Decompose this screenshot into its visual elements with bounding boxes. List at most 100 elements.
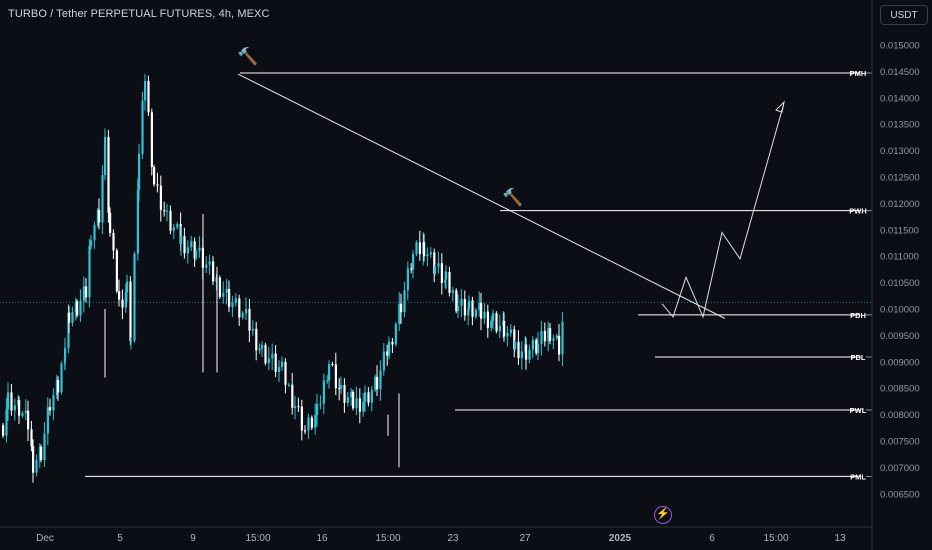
candle	[156, 172, 159, 193]
candle-body	[218, 277, 221, 297]
candle	[234, 293, 237, 307]
candle-body	[490, 320, 493, 328]
candle	[98, 198, 101, 230]
candle-body	[138, 153, 141, 190]
candle-body	[525, 344, 528, 360]
candle	[319, 395, 322, 410]
currency-button[interactable]: USDT	[880, 5, 928, 25]
candle	[287, 382, 290, 387]
candle	[403, 281, 406, 318]
candle	[222, 281, 225, 304]
candle	[150, 108, 153, 176]
candle-body	[304, 430, 307, 432]
candle	[241, 311, 244, 320]
candle	[245, 297, 248, 321]
candle	[555, 333, 558, 341]
candle-body	[88, 245, 91, 298]
candle-body	[403, 290, 406, 313]
candle-body	[141, 100, 144, 154]
x-tick-label: 13	[834, 533, 846, 544]
candle	[509, 324, 512, 337]
candle	[104, 128, 107, 181]
candle	[468, 295, 471, 313]
candle	[267, 346, 270, 371]
candle	[457, 294, 460, 318]
candle	[498, 314, 501, 339]
candle-body	[153, 167, 156, 185]
candle	[531, 336, 534, 359]
candle	[40, 444, 43, 463]
projected-path	[661, 102, 785, 319]
candle	[166, 203, 169, 222]
candle-body	[297, 406, 300, 408]
y-tick-label: 0.013000	[880, 146, 920, 157]
candle	[410, 263, 413, 274]
candle	[440, 253, 443, 295]
candle	[355, 386, 358, 416]
y-tick-label: 0.007500	[880, 437, 920, 448]
candle-body	[255, 328, 258, 351]
candle-body	[537, 343, 540, 354]
candle-body	[558, 335, 561, 355]
candle	[60, 361, 63, 395]
candle-body	[429, 252, 432, 255]
candle	[225, 278, 228, 305]
candle	[437, 251, 440, 274]
candle-body	[552, 338, 555, 341]
candle-body	[343, 385, 346, 403]
candle-body	[374, 376, 377, 390]
x-tick-label: 5	[117, 533, 123, 544]
candle-body	[5, 409, 8, 436]
candle	[406, 261, 409, 301]
candle-body	[190, 241, 193, 248]
candle-body	[358, 398, 361, 412]
candle	[55, 374, 58, 399]
candle	[398, 292, 401, 331]
candle	[57, 376, 60, 401]
candle-body	[338, 388, 341, 390]
y-tick-label: 0.013500	[880, 120, 920, 131]
candle	[109, 207, 112, 237]
candle	[415, 240, 418, 257]
candle-body	[24, 410, 27, 414]
candle	[426, 247, 429, 267]
candle-body	[52, 395, 55, 411]
candle-body	[394, 324, 397, 345]
candle	[7, 382, 10, 421]
candle-body	[467, 308, 470, 316]
candle	[133, 251, 136, 343]
x-tick-label: 6	[709, 533, 715, 544]
y-axis-panel	[872, 0, 932, 550]
candle-body	[400, 303, 403, 313]
candle-body	[40, 446, 43, 461]
candle-body	[30, 429, 33, 447]
candle-body	[85, 286, 88, 298]
candle-body	[468, 300, 471, 309]
level-label: PDL	[851, 353, 866, 362]
candle-body	[129, 281, 132, 342]
candle	[537, 332, 540, 360]
candle	[278, 360, 281, 382]
candle	[79, 289, 82, 323]
candle-body	[531, 339, 534, 350]
candle-body	[503, 320, 506, 337]
candle	[334, 352, 337, 396]
candle-body	[193, 241, 196, 259]
x-tick-label: 15:00	[375, 533, 400, 544]
lightning-icon[interactable]: ⚡	[654, 506, 672, 524]
candle-body	[391, 341, 394, 345]
candle	[46, 397, 49, 446]
candle-body	[352, 391, 355, 409]
candle-body	[79, 300, 82, 316]
candle-body	[21, 413, 24, 416]
candle-body	[547, 328, 550, 342]
candle	[549, 322, 552, 345]
candle	[506, 326, 509, 347]
candle	[153, 164, 156, 187]
candle-body	[509, 329, 512, 333]
level-label: PWL	[850, 406, 867, 415]
candle-body	[549, 328, 552, 341]
candle-body	[222, 292, 225, 297]
candle	[382, 342, 385, 376]
